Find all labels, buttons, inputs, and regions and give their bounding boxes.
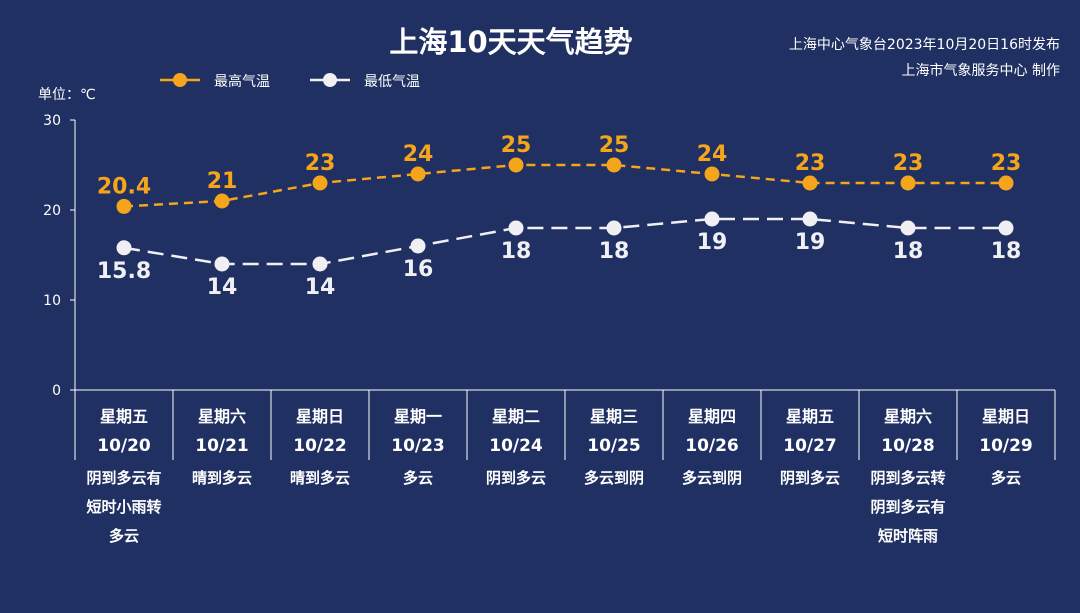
day-date: 10/28 — [881, 436, 935, 456]
day-weather: 短时阵雨 — [878, 527, 938, 545]
high-temp-point — [214, 193, 230, 209]
day-weather: 多云 — [991, 469, 1021, 487]
day-weather: 多云 — [403, 469, 433, 487]
chart-title: 上海10天天气趋势 — [389, 25, 632, 59]
day-weather: 阴到多云 — [486, 469, 546, 487]
low-temp-point — [508, 220, 524, 236]
day-weekday: 星期日 — [296, 407, 344, 426]
day-date: 10/27 — [783, 436, 837, 456]
low-temp-point — [410, 238, 426, 254]
high-temp-label: 21 — [207, 169, 238, 194]
high-temp-point — [606, 157, 622, 173]
y-tick-label: 20 — [43, 203, 61, 219]
day-date: 10/25 — [587, 436, 641, 456]
high-temp-point — [998, 175, 1014, 191]
high-temp-label: 23 — [795, 151, 826, 176]
low-temp-label: 16 — [403, 257, 434, 282]
high-temp-point — [410, 166, 426, 182]
day-weekday: 星期日 — [982, 407, 1030, 426]
day-date: 10/20 — [97, 436, 151, 456]
day-weekday: 星期一 — [394, 407, 442, 426]
day-weather: 短时小雨转 — [86, 498, 161, 516]
legend-low-label: 最低气温 — [364, 74, 420, 90]
low-temp-point — [214, 256, 230, 272]
unit-label: 单位：℃ — [38, 87, 96, 103]
low-temp-label: 18 — [501, 239, 532, 264]
day-weather: 多云到阴 — [584, 469, 644, 487]
high-temp-label: 24 — [697, 142, 728, 167]
low-temp-line — [123, 217, 1006, 266]
day-weather: 晴到多云 — [192, 469, 252, 487]
high-temp-label: 25 — [501, 133, 532, 158]
legend: 最高气温 最低气温 — [160, 73, 420, 90]
day-weekday: 星期三 — [590, 407, 638, 426]
high-temp-label: 23 — [305, 151, 336, 176]
low-temp-point — [900, 220, 916, 236]
day-weather: 多云 — [109, 527, 139, 545]
day-date: 10/22 — [293, 436, 347, 456]
low-temp-label: 14 — [207, 275, 238, 300]
category-labels: 星期五10/20阴到多云有短时小雨转多云星期六10/21晴到多云星期日10/22… — [86, 407, 1032, 545]
y-tick-label: 30 — [43, 113, 61, 129]
day-date: 10/21 — [195, 436, 249, 456]
day-weekday: 星期五 — [786, 407, 834, 426]
low-temp-point — [998, 220, 1014, 236]
day-weekday: 星期五 — [100, 407, 148, 426]
legend-high-label: 最高气温 — [214, 73, 270, 90]
high-temp-label: 23 — [893, 151, 924, 176]
high-temp-label: 20.4 — [97, 174, 151, 199]
high-temp-point — [508, 157, 524, 173]
high-temp-point — [802, 175, 818, 191]
source-line-1: 上海中心气象台2023年10月20日16时发布 — [789, 37, 1060, 53]
low-temp-point — [116, 240, 132, 256]
day-weather: 晴到多云 — [290, 469, 350, 487]
low-temp-point — [704, 211, 720, 227]
high-temp-point — [704, 166, 720, 182]
day-weather: 阴到多云 — [780, 469, 840, 487]
low-temp-label: 14 — [305, 275, 336, 300]
day-weekday: 星期六 — [198, 407, 246, 426]
day-weather: 阴到多云有 — [86, 469, 161, 487]
day-weather: 阴到多云有 — [870, 498, 945, 516]
low-temp-label: 18 — [991, 239, 1022, 264]
series-layer: 20.4 21 23 24 25 25 24 23 23 23 15.8 14 14 16 18 18 19 19… — [97, 133, 1021, 300]
day-date: 10/29 — [979, 436, 1033, 456]
legend-high-marker — [173, 73, 187, 87]
low-temp-label: 19 — [697, 230, 728, 255]
low-temp-label: 15.8 — [97, 259, 151, 284]
day-weekday: 星期六 — [884, 407, 932, 426]
low-temp-point — [802, 211, 818, 227]
high-temp-point — [900, 175, 916, 191]
high-temp-label: 23 — [991, 151, 1022, 176]
y-tick-label: 0 — [52, 383, 61, 399]
source-line-2: 上海市气象服务中心 制作 — [902, 62, 1060, 79]
low-temp-label: 18 — [893, 239, 924, 264]
high-temp-label: 24 — [403, 142, 434, 167]
day-date: 10/23 — [391, 436, 445, 456]
high-temp-point — [116, 198, 132, 214]
low-temp-label: 19 — [795, 230, 826, 255]
day-weekday: 星期二 — [492, 407, 540, 426]
day-date: 10/26 — [685, 436, 739, 456]
low-temp-point — [606, 220, 622, 236]
day-weekday: 星期四 — [688, 407, 736, 426]
y-tick-label: 10 — [43, 293, 61, 309]
day-weather: 阴到多云转 — [870, 469, 945, 487]
high-temp-label: 25 — [599, 133, 630, 158]
high-temp-point — [312, 175, 328, 191]
day-date: 10/24 — [489, 436, 543, 456]
legend-low-marker — [323, 73, 337, 87]
high-temp-line — [123, 163, 1006, 208]
low-temp-point — [312, 256, 328, 272]
axes: 0 10 20 30 — [43, 113, 1056, 460]
day-weather: 多云到阴 — [682, 469, 742, 487]
low-temp-label: 18 — [599, 239, 630, 264]
